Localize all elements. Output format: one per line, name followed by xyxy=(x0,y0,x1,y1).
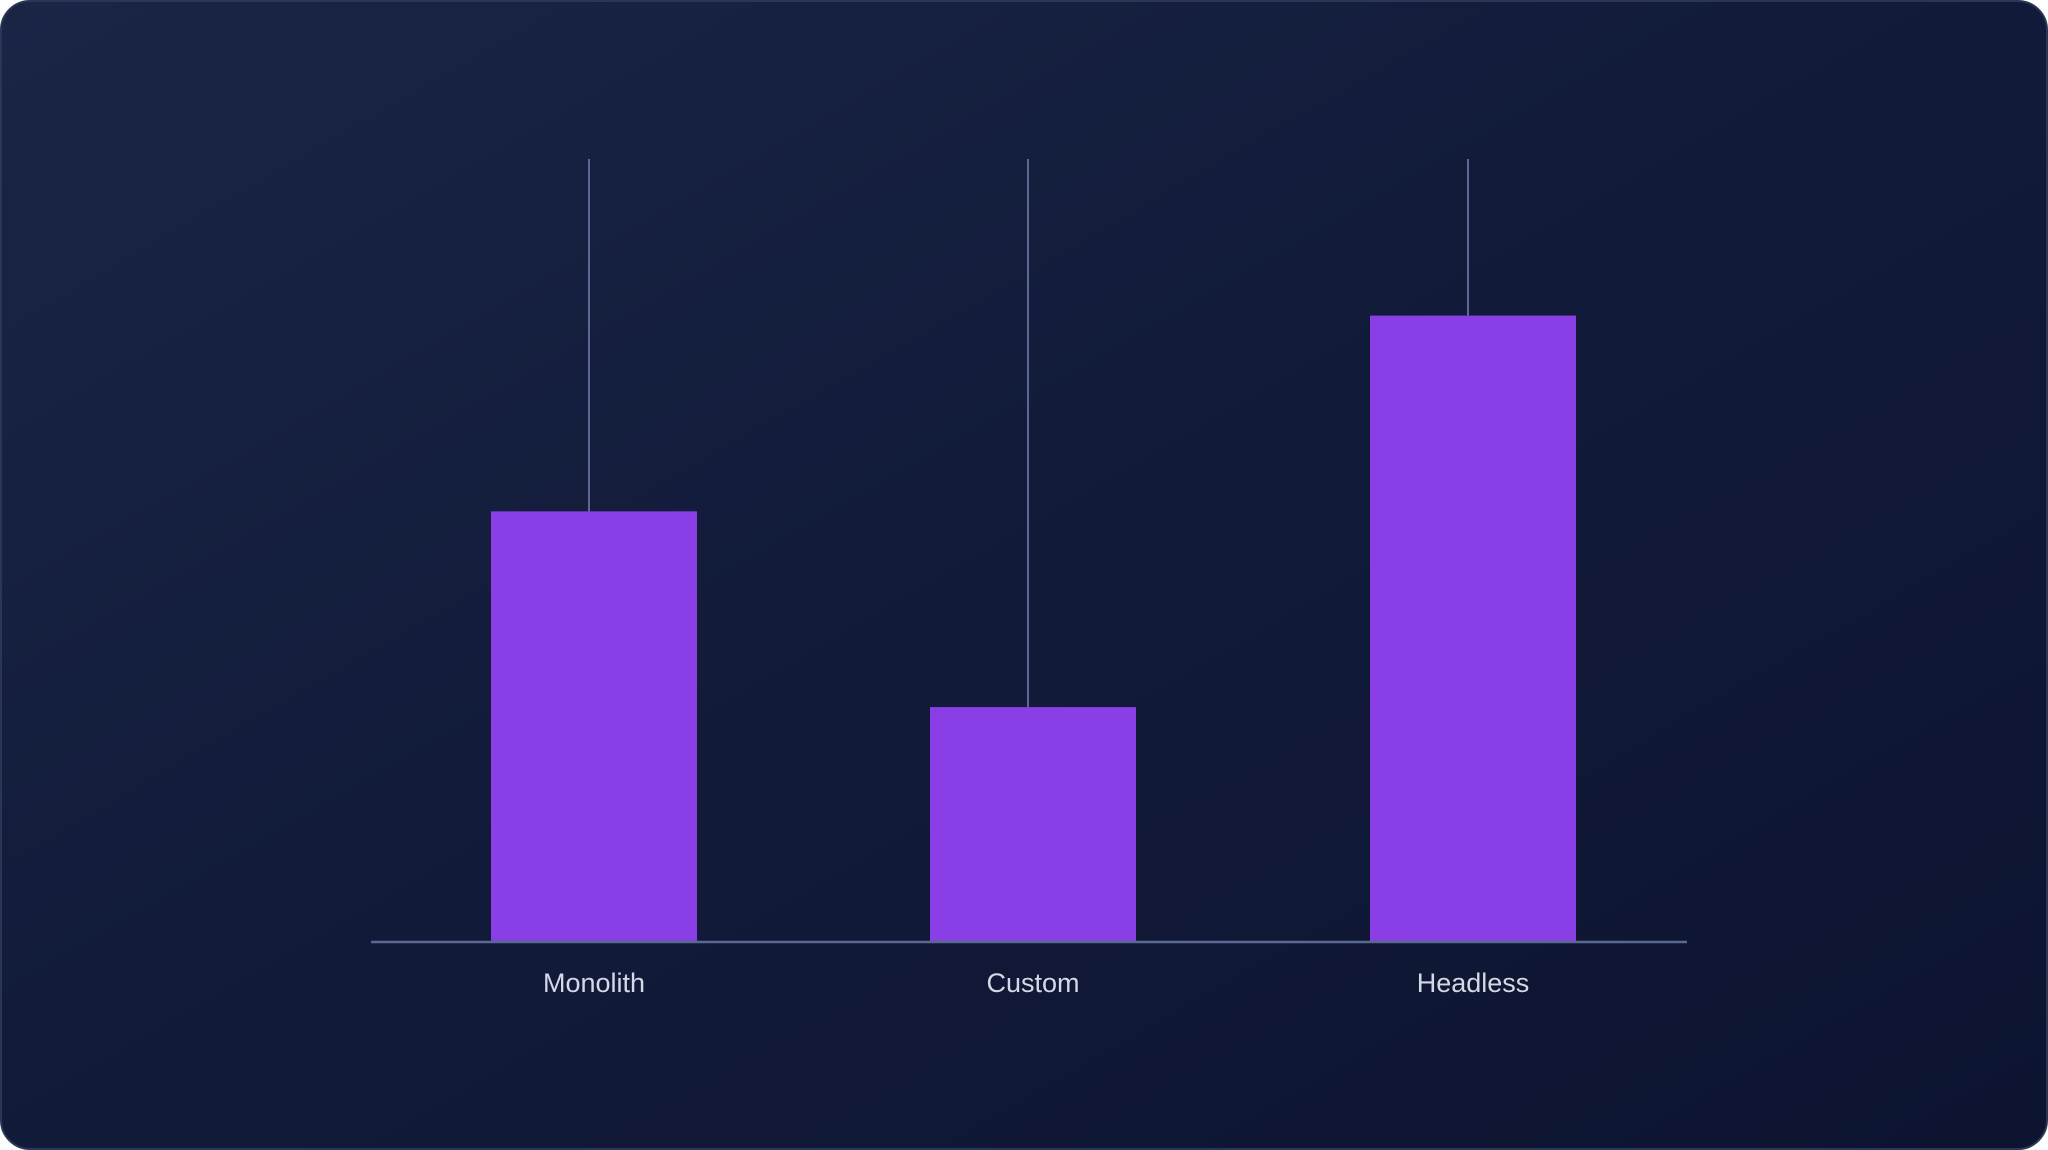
bar-monolith xyxy=(491,511,697,942)
x-tick-label-custom: Custom xyxy=(986,968,1079,998)
x-axis-labels: Monolith Custom Headless xyxy=(543,968,1529,998)
bar-leader-lines xyxy=(588,159,1469,708)
x-tick-label-headless: Headless xyxy=(1417,968,1530,998)
bars xyxy=(491,315,1576,943)
bar-headless xyxy=(1370,315,1576,943)
bar-custom xyxy=(930,707,1136,942)
x-tick-label-monolith: Monolith xyxy=(543,968,645,998)
